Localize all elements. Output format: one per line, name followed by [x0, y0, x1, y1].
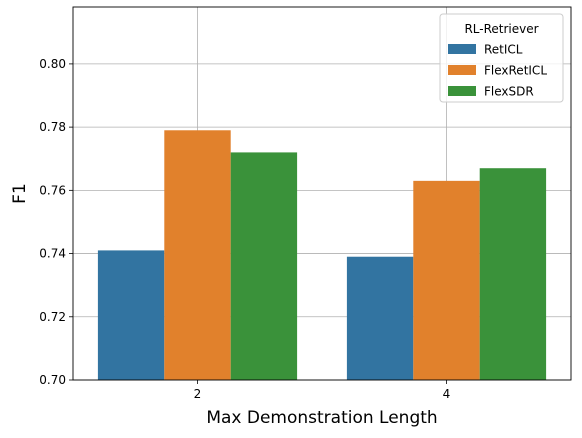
bar-flexreticl-2 [164, 130, 231, 380]
y-tick-label: 0.78 [39, 120, 66, 134]
bar-flexreticl-4 [413, 180, 480, 380]
legend-label-reticl: RetICL [484, 43, 523, 57]
y-tick-label: 0.70 [39, 373, 66, 387]
legend-label-flexreticl: FlexRetICL [484, 64, 547, 78]
bar-flexsdr-4 [479, 168, 547, 380]
legend-title: RL-Retriever [464, 22, 538, 36]
legend-box [439, 13, 564, 103]
y-tick-label: 0.80 [39, 57, 66, 71]
legend-swatch-reticl [448, 44, 476, 54]
bar-reticl-2 [97, 250, 165, 380]
legend-swatch-flexsdr [448, 86, 476, 96]
y-tick-label: 0.74 [39, 247, 66, 261]
x-tick-label: 2 [194, 387, 202, 401]
bar-reticl-4 [346, 256, 414, 380]
y-tick-label: 0.72 [39, 310, 66, 324]
bar-flexsdr-2 [230, 152, 298, 380]
axis-ticks: 0.70 0.72 0.74 0.76 0.78 0.80 2 4 [39, 57, 450, 401]
legend-swatch-flexreticl [448, 65, 476, 75]
plot-area [72, 6, 572, 381]
y-tick-label: 0.76 [39, 183, 66, 197]
x-tick-label: 4 [443, 387, 451, 401]
legend-label-flexsdr: FlexSDR [484, 85, 534, 99]
legend: RL-Retriever RetICL FlexRetICL FlexSDR [439, 13, 564, 103]
bars [97, 130, 547, 380]
x-axis-label: Max Demonstration Length [206, 408, 437, 428]
y-axis-label: F1 [10, 183, 30, 204]
